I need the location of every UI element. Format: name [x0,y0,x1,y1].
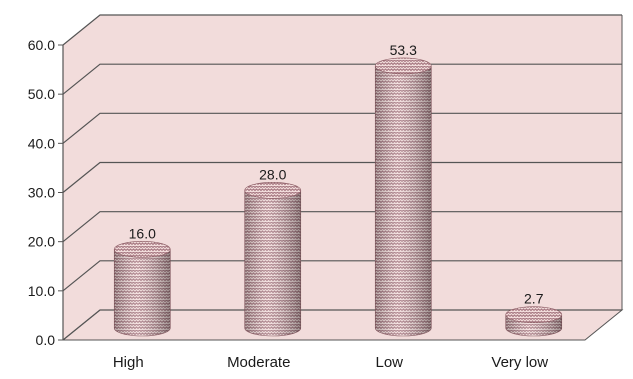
bar-shade [244,190,301,336]
bar-low [374,57,432,337]
bar-top [374,57,432,75]
data-label: 28.0 [259,166,286,182]
bar-shade [114,249,171,336]
x-tick-label: Moderate [227,354,290,371]
bar-top [113,241,171,258]
gridline [62,14,622,46]
gridline [62,63,622,95]
data-label: 53.3 [390,42,417,58]
y-tick-label: 60.0 [28,37,55,53]
bar-top [505,306,563,324]
gridline [62,112,622,144]
bar-very-low [505,306,563,337]
y-tick-label: 20.0 [28,234,55,250]
y-tick-label: 40.0 [28,135,55,151]
bar-high [113,241,171,337]
gridline [62,211,622,243]
x-tick-label: Low [375,354,403,371]
y-tick-label: 10.0 [28,283,55,299]
data-label: 2.7 [524,291,544,307]
bar-moderate [244,182,302,337]
y-tick-label: 0.0 [36,332,56,348]
y-tick-label: 30.0 [28,185,55,201]
data-label: 16.0 [129,225,156,241]
gridline [62,309,622,341]
bar-top [244,182,302,199]
y-tick-label: 50.0 [28,86,55,102]
x-tick-label: Very low [491,354,548,371]
x-tick-label: High [113,354,144,371]
gridline [62,260,622,292]
bar-shade [375,65,432,337]
gridline [62,161,622,193]
